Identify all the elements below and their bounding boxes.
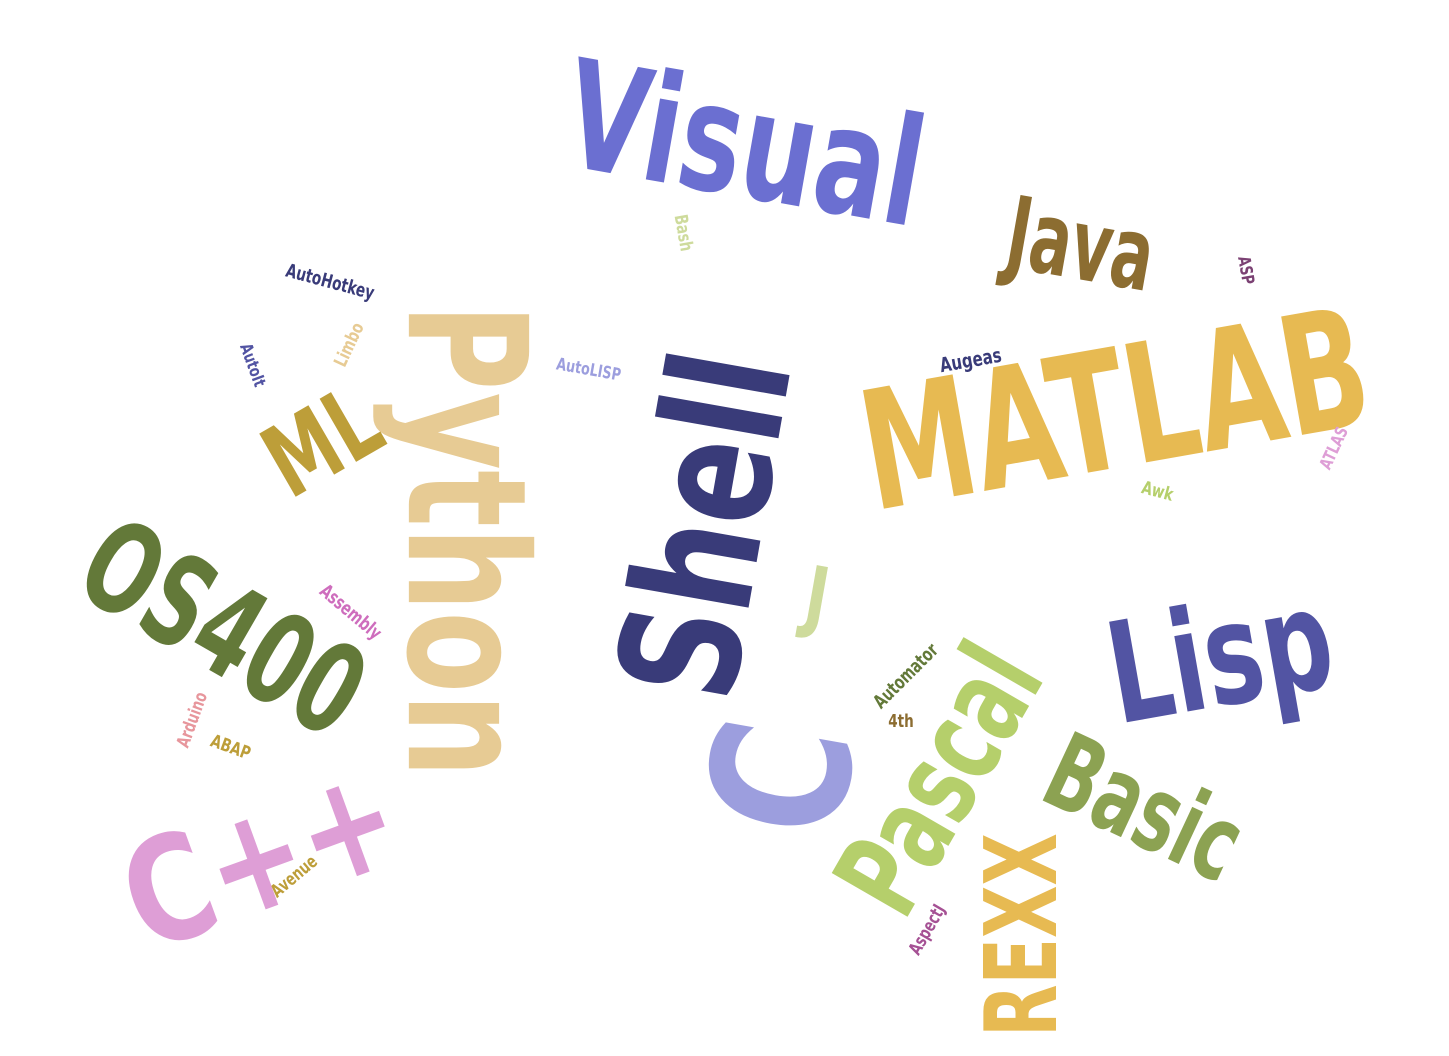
word-python: Python bbox=[369, 302, 562, 778]
word-visual: Visual bbox=[552, 28, 937, 262]
word-autoit: AutoIt bbox=[235, 340, 270, 390]
word-limbo: Limbo bbox=[330, 319, 369, 371]
word-j: J bbox=[797, 548, 837, 645]
word-arduino: Arduino bbox=[172, 689, 213, 751]
word-asp: ASP bbox=[1233, 254, 1258, 286]
word-shell: Shell bbox=[580, 337, 830, 712]
word-matlab: MATLAB bbox=[847, 270, 1383, 549]
word-bash: Bash bbox=[669, 212, 697, 253]
word-java: Java bbox=[997, 174, 1163, 315]
word-autohotkey: AutoHotkey bbox=[283, 259, 377, 304]
word-4th: 4th bbox=[888, 711, 914, 732]
word-os400: OS400 bbox=[55, 489, 390, 767]
word-lisp: Lisp bbox=[1095, 557, 1345, 758]
word-autolisp: AutoLISP bbox=[554, 353, 622, 386]
word-cpp: C++ bbox=[99, 730, 421, 986]
word-rexx: REXX bbox=[962, 833, 1080, 1037]
word-abap: ABAP bbox=[207, 730, 253, 765]
